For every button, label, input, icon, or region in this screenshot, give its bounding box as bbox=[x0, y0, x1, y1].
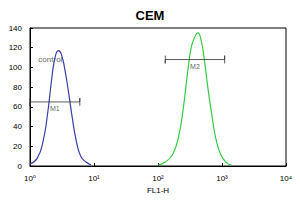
svg-text:10²: 10² bbox=[152, 174, 164, 183]
svg-text:140: 140 bbox=[9, 24, 23, 33]
svg-text:120: 120 bbox=[9, 43, 23, 52]
svg-text:10⁰: 10⁰ bbox=[24, 174, 36, 183]
svg-text:control: control bbox=[38, 55, 62, 64]
svg-text:100: 100 bbox=[9, 63, 23, 72]
svg-text:20: 20 bbox=[13, 142, 22, 151]
svg-text:40: 40 bbox=[13, 122, 22, 131]
svg-text:10⁴: 10⁴ bbox=[280, 174, 293, 183]
svg-text:0: 0 bbox=[18, 162, 23, 171]
svg-text:10³: 10³ bbox=[216, 174, 228, 183]
svg-text:80: 80 bbox=[13, 83, 22, 92]
svg-text:CEM: CEM bbox=[136, 8, 165, 23]
svg-text:M2: M2 bbox=[190, 63, 200, 70]
svg-text:M1: M1 bbox=[50, 105, 60, 112]
svg-text:60: 60 bbox=[13, 102, 22, 111]
svg-text:FL1-H: FL1-H bbox=[147, 186, 169, 195]
svg-text:10¹: 10¹ bbox=[88, 174, 100, 183]
